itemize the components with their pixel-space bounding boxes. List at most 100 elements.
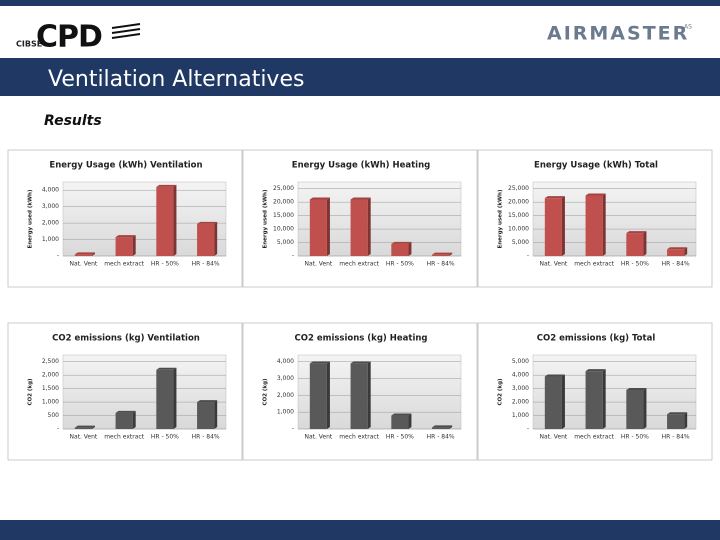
y-tick-label: 2,000 <box>512 399 529 406</box>
y-tick-label: 1,000 <box>42 236 59 243</box>
y-tick-label: - <box>527 426 529 433</box>
bar-side <box>132 410 136 429</box>
y-tick-label: 500 <box>48 412 60 419</box>
bar <box>626 389 644 429</box>
logo-left: CPD <box>36 20 102 55</box>
y-tick-label: - <box>57 426 59 433</box>
bar <box>432 254 450 256</box>
slide-subtitle: Results <box>44 113 102 129</box>
bar-side <box>408 413 412 429</box>
bar-top <box>391 241 412 244</box>
bar-side <box>326 361 330 429</box>
top-strip <box>0 0 720 6</box>
bar <box>391 243 409 256</box>
chart: Energy Usage (kWh) Heating Energy used (k… <box>242 149 478 288</box>
y-tick-label: 5,000 <box>277 239 294 246</box>
x-tick-label: HR - 84% <box>662 434 690 441</box>
bar-side <box>173 184 177 256</box>
y-tick-label: 4,000 <box>512 372 529 379</box>
y-tick-label: 1,000 <box>512 412 529 419</box>
bar-side <box>367 361 371 429</box>
bar-side <box>367 197 371 256</box>
y-tick-label: 10,000 <box>273 226 294 233</box>
x-tick-label: Nat. Vent <box>304 261 332 268</box>
y-tick-label: 20,000 <box>508 199 529 206</box>
bar-side <box>132 235 136 256</box>
chart: Energy Usage (kWh) Ventilation Energy use… <box>7 149 243 288</box>
bar-top <box>115 235 136 238</box>
x-tick-label: Nat. Vent <box>69 261 97 268</box>
bar <box>156 186 174 256</box>
x-tick-label: HR - 50% <box>621 434 649 441</box>
y-tick-label: 3,000 <box>277 375 294 382</box>
y-axis-label: Energy used (kWh) <box>263 189 269 248</box>
logo-lines <box>111 23 141 39</box>
chart-title: CO2 emissions (kg) Total <box>537 334 656 344</box>
y-tick-label: 2,000 <box>42 372 59 379</box>
bar-top <box>667 412 688 415</box>
y-tick-label: 20,000 <box>273 199 294 206</box>
x-tick-label: mech extract <box>339 261 379 268</box>
slide-title: Ventilation Alternatives <box>48 67 304 92</box>
bar-top <box>391 413 412 416</box>
y-tick-label: 5,000 <box>512 358 529 365</box>
y-tick-label: - <box>57 253 59 260</box>
y-tick-label: 3,000 <box>42 203 59 210</box>
title-band <box>0 58 720 96</box>
bar-top <box>432 425 453 428</box>
bar <box>350 199 368 256</box>
bar-top <box>350 197 371 200</box>
bottom-band <box>0 520 720 540</box>
bar-top <box>156 367 177 370</box>
logo-right-sup: AS <box>684 24 692 31</box>
bar-top <box>626 231 647 234</box>
chart-title: CO2 emissions (kg) Heating <box>294 334 427 344</box>
bar-side <box>561 196 565 256</box>
bar-top <box>309 197 330 200</box>
x-tick-label: HR - 50% <box>151 261 179 268</box>
x-tick-label: Nat. Vent <box>539 434 567 441</box>
y-axis-label: Energy used (kWh) <box>498 189 504 248</box>
bar <box>626 233 644 256</box>
y-tick-label: 1,500 <box>42 385 59 392</box>
bar <box>667 414 685 429</box>
y-tick-label: 10,000 <box>508 226 529 233</box>
y-tick-label: 15,000 <box>508 212 529 219</box>
bar <box>585 371 603 429</box>
x-tick-label: mech extract <box>104 261 144 268</box>
bar-side <box>449 425 453 429</box>
bar <box>74 254 92 256</box>
x-tick-label: HR - 84% <box>192 261 220 268</box>
x-tick-label: HR - 50% <box>386 434 414 441</box>
chart-title: Energy Usage (kWh) Heating <box>292 161 430 171</box>
bar-side <box>643 231 647 256</box>
y-tick-label: - <box>292 426 294 433</box>
bar-side <box>684 247 688 256</box>
chart: CO2 emissions (kg) Total CO2 (kg) - 1,000 2,… <box>477 322 713 461</box>
x-tick-label: HR - 84% <box>662 261 690 268</box>
chart-title: Energy Usage (kWh) Total <box>534 161 658 171</box>
y-tick-label: 4,000 <box>42 187 59 194</box>
y-tick-label: 25,000 <box>273 185 294 192</box>
bar <box>156 369 174 429</box>
bar <box>667 249 685 256</box>
bar-top <box>309 361 330 364</box>
bar-side <box>602 369 606 429</box>
bar-top <box>544 196 565 199</box>
bar-top <box>432 252 453 255</box>
bar <box>115 237 133 256</box>
bar-top <box>626 387 647 390</box>
x-tick-label: HR - 84% <box>192 434 220 441</box>
y-axis-label: CO2 (kg) <box>263 378 269 406</box>
bar <box>197 223 215 256</box>
x-tick-label: Nat. Vent <box>69 434 97 441</box>
x-tick-label: HR - 84% <box>427 434 455 441</box>
chart-title: Energy Usage (kWh) Ventilation <box>49 161 202 171</box>
x-tick-label: HR - 50% <box>621 261 649 268</box>
y-tick-label: 2,500 <box>42 358 59 365</box>
bar-side <box>214 400 218 429</box>
y-tick-label: 1,000 <box>42 399 59 406</box>
bar-top <box>197 400 218 403</box>
x-tick-label: mech extract <box>574 261 614 268</box>
